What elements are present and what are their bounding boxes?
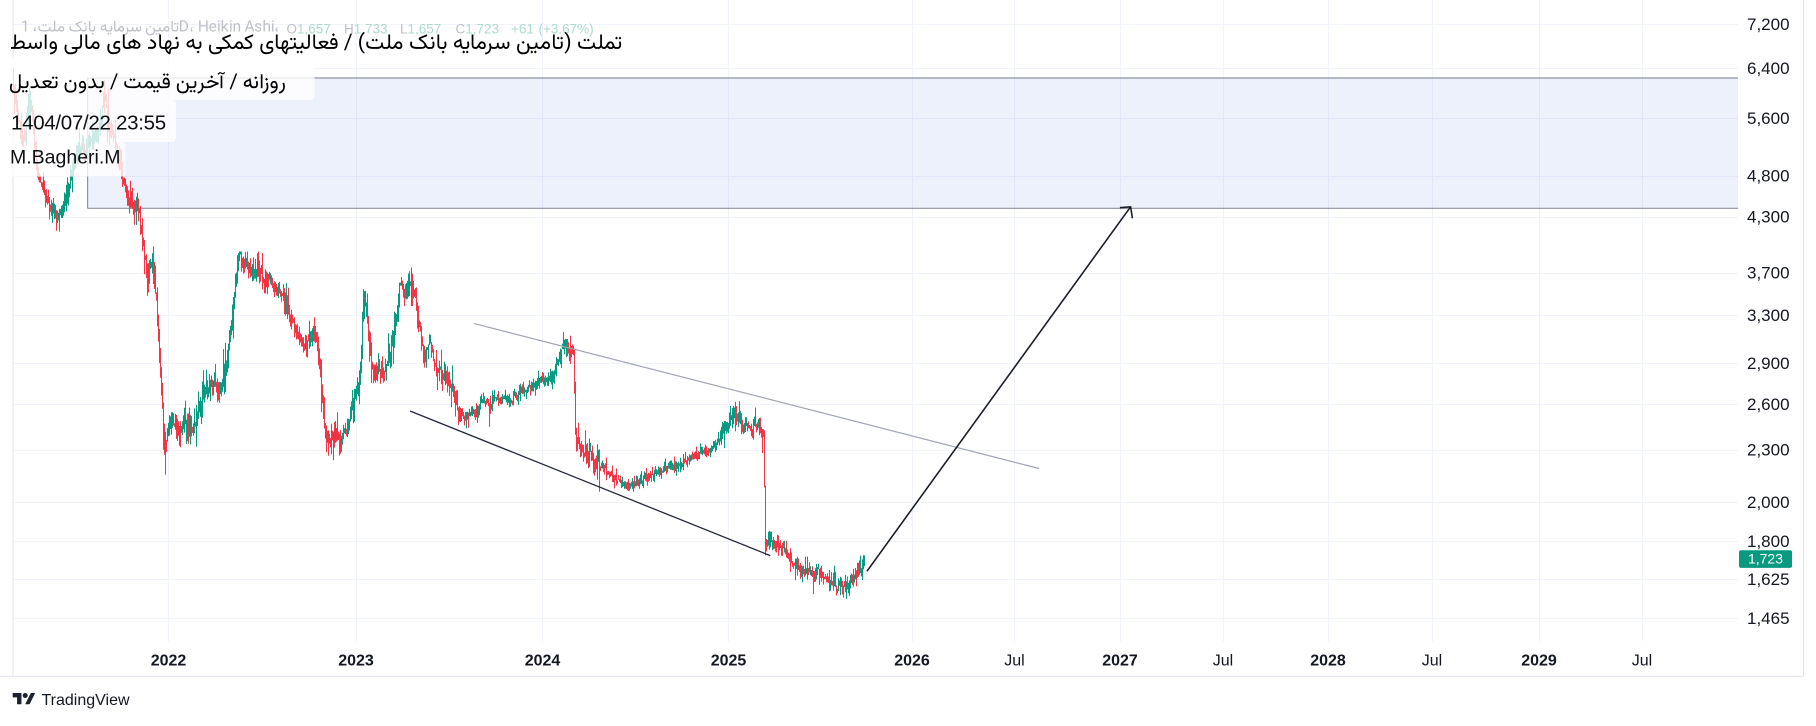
svg-text:6,400: 6,400 <box>1747 59 1790 78</box>
svg-text:2023: 2023 <box>338 653 374 670</box>
svg-text:2,900: 2,900 <box>1747 354 1790 373</box>
svg-text:3,700: 3,700 <box>1747 263 1790 282</box>
svg-text:2024: 2024 <box>525 653 561 670</box>
svg-text:2025: 2025 <box>711 653 747 670</box>
svg-text:2026: 2026 <box>894 653 930 670</box>
svg-text:3,300: 3,300 <box>1747 306 1790 325</box>
svg-text:Jul: Jul <box>1004 653 1024 670</box>
svg-text:1,723: 1,723 <box>1748 551 1783 567</box>
svg-text:Jul: Jul <box>1422 653 1442 670</box>
svg-text:1,625: 1,625 <box>1747 570 1790 589</box>
svg-text:1404/07/22 23:55: 1404/07/22 23:55 <box>11 112 166 135</box>
svg-text:2,300: 2,300 <box>1747 441 1790 460</box>
svg-text:2027: 2027 <box>1102 653 1138 670</box>
svg-text:1,465: 1,465 <box>1747 609 1790 628</box>
svg-text:2028: 2028 <box>1310 653 1346 670</box>
svg-text:2022: 2022 <box>151 653 187 670</box>
svg-text:2029: 2029 <box>1521 653 1557 670</box>
svg-text:2,000: 2,000 <box>1747 493 1790 512</box>
svg-text:4,300: 4,300 <box>1747 207 1790 226</box>
svg-text:4,800: 4,800 <box>1747 166 1790 185</box>
svg-text:TradingView: TradingView <box>42 692 130 709</box>
svg-text:1,800: 1,800 <box>1747 532 1790 551</box>
svg-text:5,600: 5,600 <box>1747 109 1790 128</box>
svg-text:Jul: Jul <box>1632 653 1652 670</box>
svg-text:M.Bagheri.M: M.Bagheri.M <box>10 147 121 169</box>
svg-text:Jul: Jul <box>1213 653 1233 670</box>
svg-text:2,600: 2,600 <box>1747 395 1790 414</box>
svg-text:7,200: 7,200 <box>1747 15 1790 34</box>
